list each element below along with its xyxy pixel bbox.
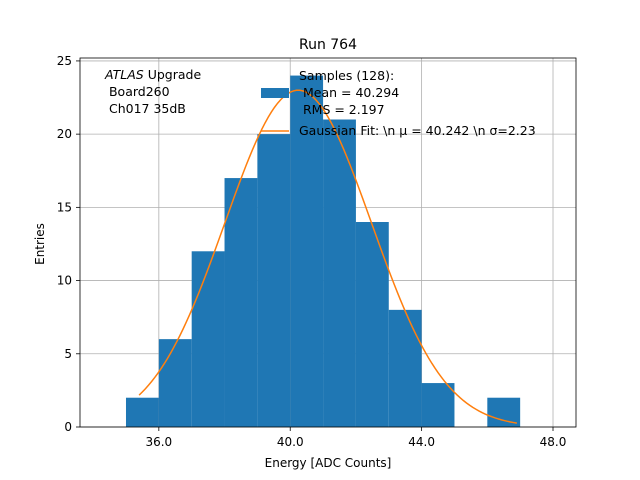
legend: Samples (128): Mean = 40.294 RMS = 2.197…	[261, 68, 536, 138]
histogram-bar-0	[125, 397, 159, 427]
x-tick-label-2: 44.0	[408, 435, 435, 449]
histogram-bars	[125, 75, 521, 428]
histogram-bar-2	[191, 251, 225, 427]
legend-hist-line-2: Mean = 40.294	[299, 85, 399, 100]
x-tick-label-1: 40.0	[277, 435, 304, 449]
gaussian-fit-curve	[138, 89, 517, 424]
chart-title: Run 764	[299, 37, 357, 53]
histogram-bar-5	[290, 75, 324, 428]
y-tick-label-5: 25	[57, 54, 72, 68]
y-tick-label-1: 5	[64, 347, 72, 361]
histogram-bar-9	[421, 383, 455, 427]
annotation-atlas: ATLAS	[104, 67, 144, 82]
annotation-line-2: Board260	[105, 84, 170, 99]
histogram-bar-1	[158, 339, 192, 427]
x-tick-label-0: 36.0	[145, 435, 172, 449]
y-tick-label-3: 15	[57, 200, 72, 214]
y-tick-label-4: 20	[57, 127, 72, 141]
histogram-bar-3	[224, 178, 258, 427]
legend-fit-label: Gaussian Fit: \n μ = 40.242 \n σ=2.23	[299, 123, 536, 138]
y-tick-label-0: 0	[64, 420, 72, 434]
x-axis-ticks: 36.0 40.0 44.0 48.0	[145, 427, 566, 449]
annotation-upgrade: Upgrade	[144, 67, 202, 82]
x-tick-label-3: 48.0	[540, 435, 567, 449]
annotation-line-1: ATLAS Upgrade	[104, 67, 201, 82]
histogram-bar-4	[257, 134, 291, 427]
y-tick-label-2: 10	[57, 274, 72, 288]
histogram-bar-7	[355, 222, 389, 427]
legend-hist-line-3: RMS = 2.197	[299, 102, 385, 117]
histogram-bar-8	[388, 309, 422, 427]
histogram-bar-6	[323, 119, 356, 427]
legend-hist-line-1: Samples (128):	[299, 68, 394, 83]
axes-frame	[79, 57, 577, 428]
legend-hist-swatch	[261, 88, 289, 98]
y-axis-ticks: 0 5 10 15 20 25	[57, 54, 80, 434]
atlas-annotation: ATLAS Upgrade Board260 Ch017 35dB	[104, 67, 201, 116]
annotation-line-3: Ch017 35dB	[105, 101, 186, 116]
x-axis-label: Energy [ADC Counts]	[265, 456, 392, 470]
y-axis-label: Entries	[33, 223, 47, 265]
